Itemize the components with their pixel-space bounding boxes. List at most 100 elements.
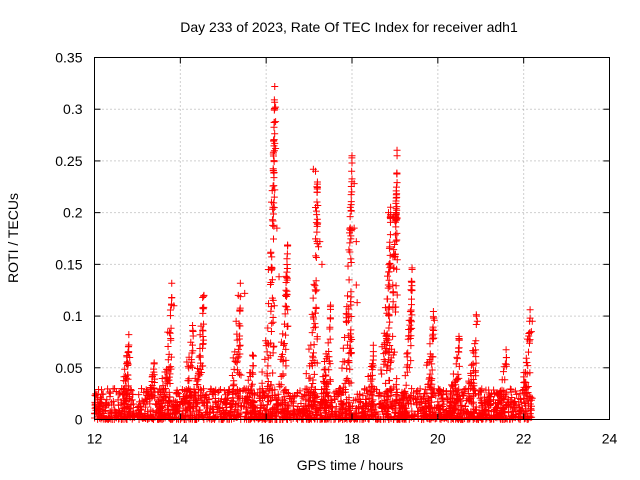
data-point bbox=[284, 306, 292, 314]
data-point bbox=[279, 357, 287, 365]
data-point bbox=[281, 302, 289, 310]
data-point bbox=[508, 393, 516, 401]
data-point bbox=[378, 402, 386, 410]
data-point bbox=[133, 404, 141, 412]
data-point bbox=[125, 331, 133, 339]
data-point bbox=[338, 388, 346, 396]
data-point bbox=[503, 401, 511, 409]
data-point bbox=[163, 380, 171, 388]
x-tick-label: 14 bbox=[173, 431, 189, 447]
data-point bbox=[164, 343, 172, 351]
data-point bbox=[184, 387, 192, 395]
data-point bbox=[188, 349, 196, 357]
y-tick-label: 0.1 bbox=[63, 308, 83, 324]
data-point bbox=[226, 400, 234, 408]
data-point bbox=[233, 330, 241, 338]
data-point bbox=[173, 390, 181, 398]
data-point bbox=[345, 357, 353, 365]
data-point bbox=[383, 396, 391, 404]
data-point bbox=[156, 404, 164, 412]
data-point bbox=[270, 222, 278, 230]
data-point bbox=[148, 390, 156, 398]
data-point bbox=[150, 365, 158, 373]
data-point bbox=[269, 343, 277, 351]
data-point bbox=[392, 187, 400, 195]
data-point bbox=[283, 268, 291, 276]
data-point bbox=[267, 381, 275, 389]
data-point bbox=[428, 380, 436, 388]
data-point bbox=[524, 362, 532, 370]
data-point bbox=[170, 302, 178, 310]
data-point bbox=[230, 365, 238, 373]
data-point bbox=[343, 310, 351, 318]
data-point bbox=[458, 389, 466, 397]
data-point bbox=[341, 333, 349, 341]
data-point bbox=[122, 372, 130, 380]
data-point bbox=[311, 282, 319, 290]
data-point bbox=[428, 389, 436, 397]
data-point bbox=[348, 402, 356, 410]
data-point bbox=[344, 317, 352, 325]
data-point bbox=[306, 374, 314, 382]
data-point bbox=[249, 352, 257, 360]
data-point bbox=[244, 376, 252, 384]
data-point bbox=[408, 266, 416, 274]
data-point bbox=[392, 391, 400, 399]
data-point bbox=[471, 386, 479, 394]
data-point bbox=[339, 400, 347, 408]
data-point bbox=[172, 408, 180, 416]
data-point bbox=[472, 406, 480, 414]
data-point bbox=[281, 310, 289, 318]
data-point bbox=[182, 391, 190, 399]
data-point bbox=[455, 374, 463, 382]
data-point bbox=[384, 272, 392, 280]
data-point bbox=[258, 368, 266, 376]
data-point bbox=[499, 368, 507, 376]
data-point bbox=[526, 336, 534, 344]
data-point bbox=[309, 294, 317, 302]
data-point bbox=[498, 386, 506, 394]
data-point bbox=[309, 352, 317, 360]
data-point bbox=[188, 363, 196, 371]
data-point bbox=[447, 398, 455, 406]
data-point bbox=[407, 357, 415, 365]
data-point bbox=[470, 390, 478, 398]
data-point bbox=[189, 322, 197, 330]
data-point bbox=[345, 276, 353, 284]
data-point bbox=[497, 406, 505, 414]
data-point bbox=[420, 393, 428, 401]
data-point bbox=[121, 365, 129, 373]
data-point bbox=[270, 106, 278, 114]
data-point bbox=[277, 353, 285, 361]
data-point bbox=[282, 345, 290, 353]
data-point bbox=[249, 362, 257, 370]
data-point bbox=[346, 409, 354, 417]
data-point bbox=[344, 262, 352, 270]
data-point bbox=[472, 353, 480, 361]
data-point bbox=[526, 306, 534, 314]
data-point bbox=[386, 359, 394, 367]
data-point bbox=[187, 356, 195, 364]
data-point bbox=[311, 385, 319, 393]
data-point bbox=[469, 347, 477, 355]
data-point bbox=[426, 340, 434, 348]
data-point bbox=[446, 410, 454, 418]
data-point bbox=[490, 386, 498, 394]
data-point bbox=[219, 410, 227, 418]
data-point bbox=[404, 361, 412, 369]
data-point bbox=[166, 306, 174, 314]
data-point bbox=[303, 406, 311, 414]
data-point bbox=[269, 210, 277, 218]
data-point bbox=[234, 291, 242, 299]
data-point bbox=[99, 412, 107, 420]
data-point bbox=[392, 218, 400, 226]
data-point bbox=[318, 260, 326, 268]
data-point bbox=[359, 392, 367, 400]
data-point bbox=[216, 405, 224, 413]
data-point bbox=[186, 387, 194, 395]
data-point bbox=[267, 307, 275, 315]
data-point bbox=[507, 412, 515, 420]
data-point bbox=[289, 399, 297, 407]
data-point bbox=[393, 169, 401, 177]
data-point bbox=[150, 360, 158, 368]
